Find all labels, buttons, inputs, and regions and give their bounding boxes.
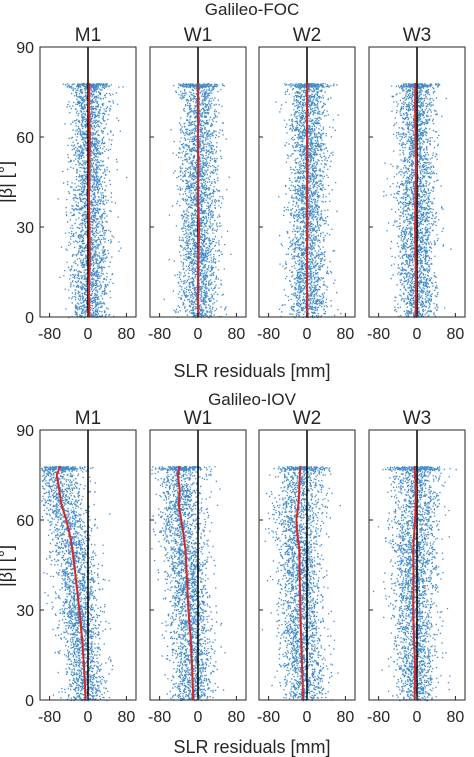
panel-m1: M1 -80 0 80 xyxy=(38,25,137,343)
y-axis-label-iov: |β| [°] xyxy=(0,545,16,587)
y-tick-label: 60 xyxy=(16,130,34,147)
y-tick-label: 90 xyxy=(16,423,34,440)
group-title-iov: Galileo-IOV xyxy=(208,390,297,409)
chart-group-iov: Galileo-IOV SLR residuals [mm] |β| [°] 0… xyxy=(0,390,466,757)
panel-w1: W1 -80 0 80 xyxy=(148,25,247,343)
x-tick-label: 0 xyxy=(84,709,93,726)
panel-title: W1 xyxy=(184,408,213,429)
x-tick-label: 0 xyxy=(194,709,203,726)
panel-title: W2 xyxy=(293,408,322,429)
panel-title: W3 xyxy=(403,25,432,46)
median-curve xyxy=(412,465,417,701)
y-tick-label: 0 xyxy=(25,693,34,710)
x-tick-label: 80 xyxy=(118,326,136,343)
x-tick-label: 80 xyxy=(447,326,465,343)
x-axis-label-iov: SLR residuals [mm] xyxy=(173,737,330,757)
x-tick-label: -80 xyxy=(367,709,390,726)
median-curve xyxy=(176,465,195,701)
scatter-points xyxy=(57,83,128,319)
panel-w3: W3 -80 0 80 xyxy=(367,25,466,343)
y-tick-label: 30 xyxy=(16,603,34,620)
x-tick-label: -80 xyxy=(148,709,171,726)
x-tick-label: 0 xyxy=(303,709,312,726)
scatter-points xyxy=(41,466,114,702)
y-tick-label: 60 xyxy=(16,513,34,530)
x-tick-label: -80 xyxy=(38,709,61,726)
panel-w2: W2 -80 0 80 xyxy=(257,408,356,726)
x-tick-label: -80 xyxy=(367,326,390,343)
x-axis-label-foc: SLR residuals [mm] xyxy=(173,361,330,381)
panel-title: W1 xyxy=(184,25,213,46)
x-tick-label: -80 xyxy=(148,326,171,343)
x-tick-label: 0 xyxy=(194,326,203,343)
x-tick-label: 80 xyxy=(118,709,136,726)
median-curve xyxy=(55,465,87,701)
x-tick-label: 80 xyxy=(337,709,355,726)
median-curve xyxy=(414,82,417,318)
scatter-points xyxy=(151,466,226,702)
scatter-points xyxy=(275,83,342,319)
x-tick-label: -80 xyxy=(257,326,280,343)
panel-title: M1 xyxy=(75,408,101,429)
group-title-foc: Galileo-FOC xyxy=(205,0,299,19)
scatter-points xyxy=(261,466,341,702)
panel-title: W3 xyxy=(403,408,432,429)
y-tick-label: 90 xyxy=(16,40,34,57)
y-tick-label: 0 xyxy=(25,310,34,327)
x-tick-label: 80 xyxy=(228,709,246,726)
x-tick-label: 0 xyxy=(413,326,422,343)
x-tick-label: 0 xyxy=(413,709,422,726)
median-curve xyxy=(306,82,309,318)
panel-w3: W3 -80 0 80 xyxy=(367,408,466,726)
chart-group-foc: Galileo-FOC SLR residuals [mm] |β| [°] 0… xyxy=(0,0,466,381)
y-axis-label-foc: |β| [°] xyxy=(0,161,16,203)
panel-w1: W1 -80 0 80 xyxy=(148,408,247,726)
scatter-points xyxy=(373,466,457,702)
x-tick-label: 80 xyxy=(228,326,246,343)
median-curve xyxy=(88,82,91,318)
x-tick-label: 0 xyxy=(303,326,312,343)
panel-title: W2 xyxy=(293,25,322,46)
panel-title: M1 xyxy=(75,25,101,46)
x-tick-label: -80 xyxy=(38,326,61,343)
x-tick-label: 80 xyxy=(447,709,465,726)
x-tick-label: 0 xyxy=(84,326,93,343)
x-tick-label: 80 xyxy=(337,326,355,343)
panel-w2: W2 -80 0 80 xyxy=(257,25,356,343)
panel-m1: M1 -80 0 80 xyxy=(38,408,137,726)
x-tick-label: -80 xyxy=(257,709,280,726)
y-tick-label: 30 xyxy=(16,220,34,237)
median-curve xyxy=(197,82,200,318)
median-curve xyxy=(295,465,305,701)
